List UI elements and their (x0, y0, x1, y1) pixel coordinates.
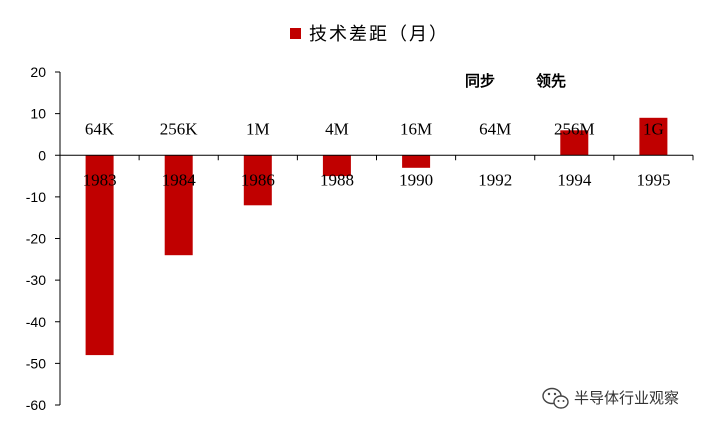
technology-label: 64M (479, 120, 511, 139)
y-tick-label: -50 (26, 355, 46, 371)
y-tick-label: -40 (26, 314, 46, 330)
y-tick-label: -60 (26, 397, 46, 413)
bar-1983 (85, 155, 114, 356)
wechat-logo-icon (542, 387, 569, 409)
bar-1994 (560, 130, 589, 156)
annotation-lead: 领先 (535, 72, 566, 90)
annotation-sync: 同步 (465, 72, 495, 90)
x-tick-label: 1992 (478, 170, 512, 189)
y-tick-label: 0 (38, 147, 46, 163)
watermark: 半导体行业观察 (542, 387, 679, 409)
technology-label: 1M (246, 120, 270, 139)
y-tick-label: -20 (26, 231, 46, 247)
labels: -60 -50 -40 -30 -20 -10 0 10 20 1983 64K 1984 256K 19… (26, 64, 671, 413)
legend-label: 技术差距（月） (309, 24, 449, 45)
bar-1995 (639, 117, 668, 156)
technology-label: 256K (160, 120, 199, 139)
x-tick-label: 1983 (83, 170, 117, 189)
y-tick-label: 10 (30, 106, 46, 122)
technology-label: 1G (643, 120, 664, 139)
x-tick-label: 1995 (636, 170, 670, 189)
x-tick-label: 1990 (399, 170, 433, 189)
y-tick-label: 20 (30, 64, 46, 80)
annotations: 同步 领先 (465, 72, 566, 90)
bars (85, 117, 668, 356)
legend-swatch (290, 28, 301, 39)
x-tick-label: 1984 (162, 170, 197, 189)
technology-label: 64K (85, 120, 115, 139)
x-tick-label: 1988 (320, 170, 354, 189)
y-tick-label: -30 (26, 272, 46, 288)
technology-label: 4M (325, 120, 349, 139)
technology-label: 256M (554, 120, 595, 139)
bar-1990 (402, 155, 431, 168)
x-tick-label: 1986 (241, 170, 275, 189)
bar-1988 (322, 155, 351, 177)
technology-label: 16M (400, 120, 432, 139)
y-tick-label: -10 (26, 189, 46, 205)
bar-1986 (243, 155, 272, 206)
axes (55, 71, 694, 406)
legend: 技术差距（月） (290, 24, 449, 45)
watermark-text: 半导体行业观察 (574, 389, 679, 407)
bar-1984 (164, 155, 193, 256)
x-tick-label: 1994 (557, 170, 592, 189)
